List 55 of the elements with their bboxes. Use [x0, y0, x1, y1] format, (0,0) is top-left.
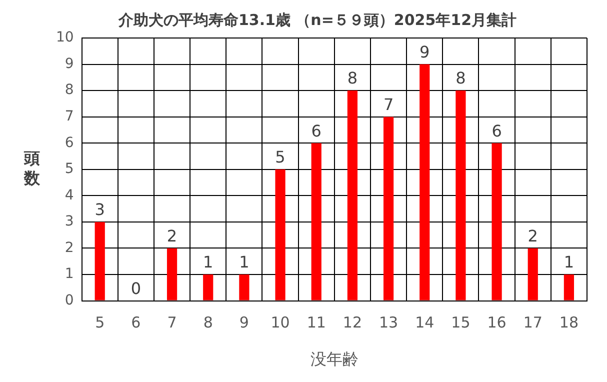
bar: [275, 169, 286, 300]
x-tick-label: 18: [559, 314, 579, 332]
x-tick-label: 17: [523, 314, 542, 332]
data-label: 3: [94, 200, 105, 220]
x-tick-label: 11: [306, 314, 326, 332]
bar: [456, 90, 466, 300]
data-label: 8: [456, 68, 466, 88]
x-tick-label: 8: [203, 314, 213, 332]
y-tick-label: 0: [64, 292, 74, 308]
data-label: 1: [239, 252, 250, 272]
x-tick-label: 13: [378, 314, 398, 332]
bar: [239, 274, 250, 300]
x-tick-label: 16: [487, 314, 506, 332]
data-label: 0: [130, 278, 142, 298]
bar: [94, 222, 105, 300]
x-tick-label: 9: [239, 314, 249, 332]
bar: [166, 248, 178, 300]
bar: [311, 143, 322, 300]
data-label: 2: [528, 226, 538, 246]
x-axis-title: 没年齢: [310, 350, 358, 369]
data-label: 6: [492, 121, 502, 140]
x-tick-label: 14: [415, 314, 434, 332]
data-label: 9: [420, 42, 430, 62]
y-tick-label: 4: [64, 187, 74, 204]
y-tick-label: 1: [64, 266, 74, 282]
y-tick-label: 10: [56, 30, 74, 46]
bar: [420, 64, 430, 300]
bar: [528, 248, 538, 300]
y-tick-label: 8: [64, 82, 74, 98]
x-tick-label: 12: [342, 314, 362, 332]
y-tick-label: 7: [64, 108, 74, 124]
data-label: 8: [347, 68, 358, 88]
x-tick-label: 15: [451, 314, 470, 332]
y-tick-label: 2: [64, 240, 74, 256]
x-tick-label: 6: [131, 314, 141, 332]
bar: [347, 90, 358, 300]
data-label: 5: [275, 148, 286, 167]
data-label: 1: [564, 252, 574, 272]
y-axis-title: 頭数: [23, 148, 41, 188]
data-label: 7: [383, 94, 394, 114]
y-tick-label: 3: [64, 214, 74, 230]
data-label: 6: [311, 121, 322, 140]
x-tick-label: 10: [270, 314, 290, 332]
data-label: 2: [166, 226, 178, 246]
y-tick-label: 6: [64, 134, 74, 151]
bar: [492, 143, 502, 300]
bar: [383, 116, 394, 300]
bar: [203, 274, 214, 300]
bar: [564, 274, 574, 300]
x-tick-label: 5: [95, 314, 105, 332]
y-tick-label: 9: [64, 56, 74, 72]
y-tick-label: 5: [64, 161, 74, 178]
chart-title: 介助犬の平均寿命13.1歳 （n=５９頭）2025年12月集計: [117, 10, 517, 29]
data-label: 1: [203, 252, 214, 272]
x-tick-label: 7: [167, 314, 177, 332]
